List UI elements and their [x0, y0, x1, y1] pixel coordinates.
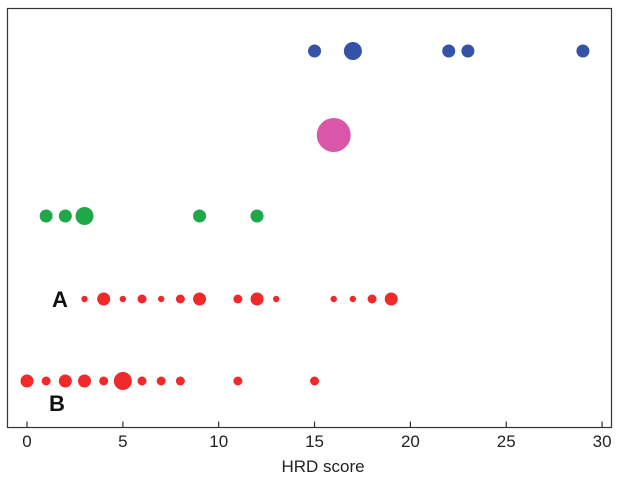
data-point-row1-x1 — [41, 376, 51, 386]
x-tick-label-25: 25 — [497, 432, 516, 451]
data-point-row2-x11 — [233, 294, 243, 304]
data-point-row1-x6 — [137, 376, 147, 386]
data-point-row2-x17 — [349, 295, 357, 303]
data-point-row3-x1 — [39, 209, 53, 223]
x-axis: 0 5 10 15 20 25 30 — [22, 421, 612, 451]
data-point-row2-x18 — [367, 294, 377, 304]
data-row-5 — [308, 42, 590, 60]
data-point-row5-x15 — [308, 44, 322, 58]
x-tick-label-30: 30 — [593, 432, 612, 451]
row-label-a: A — [52, 287, 68, 312]
data-point-row2-x12 — [250, 292, 264, 306]
data-point-row3-x3 — [75, 207, 94, 225]
data-point-row5-x22 — [442, 44, 456, 58]
data-point-row1-x5 — [113, 372, 132, 390]
data-point-row2-x4 — [97, 292, 111, 306]
data-point-row5-x23 — [461, 44, 475, 58]
data-point-row2-x8 — [175, 294, 185, 304]
data-point-row1-x8 — [175, 376, 185, 386]
data-point-row2-x19 — [384, 292, 398, 306]
x-tick-label-15: 15 — [305, 432, 324, 451]
data-point-row1-x3 — [78, 374, 92, 388]
data-row-3 — [39, 207, 264, 225]
data-point-row5-x17 — [343, 42, 362, 60]
data-point-row1-x0 — [20, 374, 34, 388]
data-point-row5-x29 — [576, 44, 590, 58]
data-point-row2-x7 — [157, 295, 165, 303]
x-tick-label-10: 10 — [209, 432, 228, 451]
data-row-1 — [20, 372, 320, 390]
data-point-row1-x4 — [99, 376, 109, 386]
data-point-row2-x5 — [119, 295, 127, 303]
x-tick-label-20: 20 — [401, 432, 420, 451]
data-point-row3-x2 — [58, 209, 72, 223]
data-point-row2-x3 — [81, 295, 88, 303]
data-point-row4-x16 — [316, 118, 351, 152]
row-labels: AB — [49, 287, 68, 416]
x-tick-label-5: 5 — [118, 432, 127, 451]
data-point-row1-x11 — [233, 376, 243, 386]
data-point-row1-x2 — [58, 374, 72, 388]
data-row-2 — [81, 292, 398, 306]
data-rows — [20, 42, 590, 390]
plot-frame — [6, 7, 613, 429]
data-point-row2-x6 — [137, 294, 147, 304]
data-point-row1-x7 — [156, 376, 166, 386]
data-point-row2-x16 — [330, 295, 337, 303]
x-tick-label-0: 0 — [22, 432, 31, 451]
data-point-row1-x15 — [310, 376, 320, 386]
row-label-b: B — [49, 391, 65, 416]
data-point-row3-x9 — [193, 209, 207, 223]
data-point-row2-x9 — [193, 292, 207, 306]
data-point-row3-x12 — [250, 209, 264, 223]
data-row-4 — [316, 118, 351, 152]
x-axis-title: HRD score — [281, 457, 364, 476]
data-point-row2-x13 — [273, 295, 280, 303]
